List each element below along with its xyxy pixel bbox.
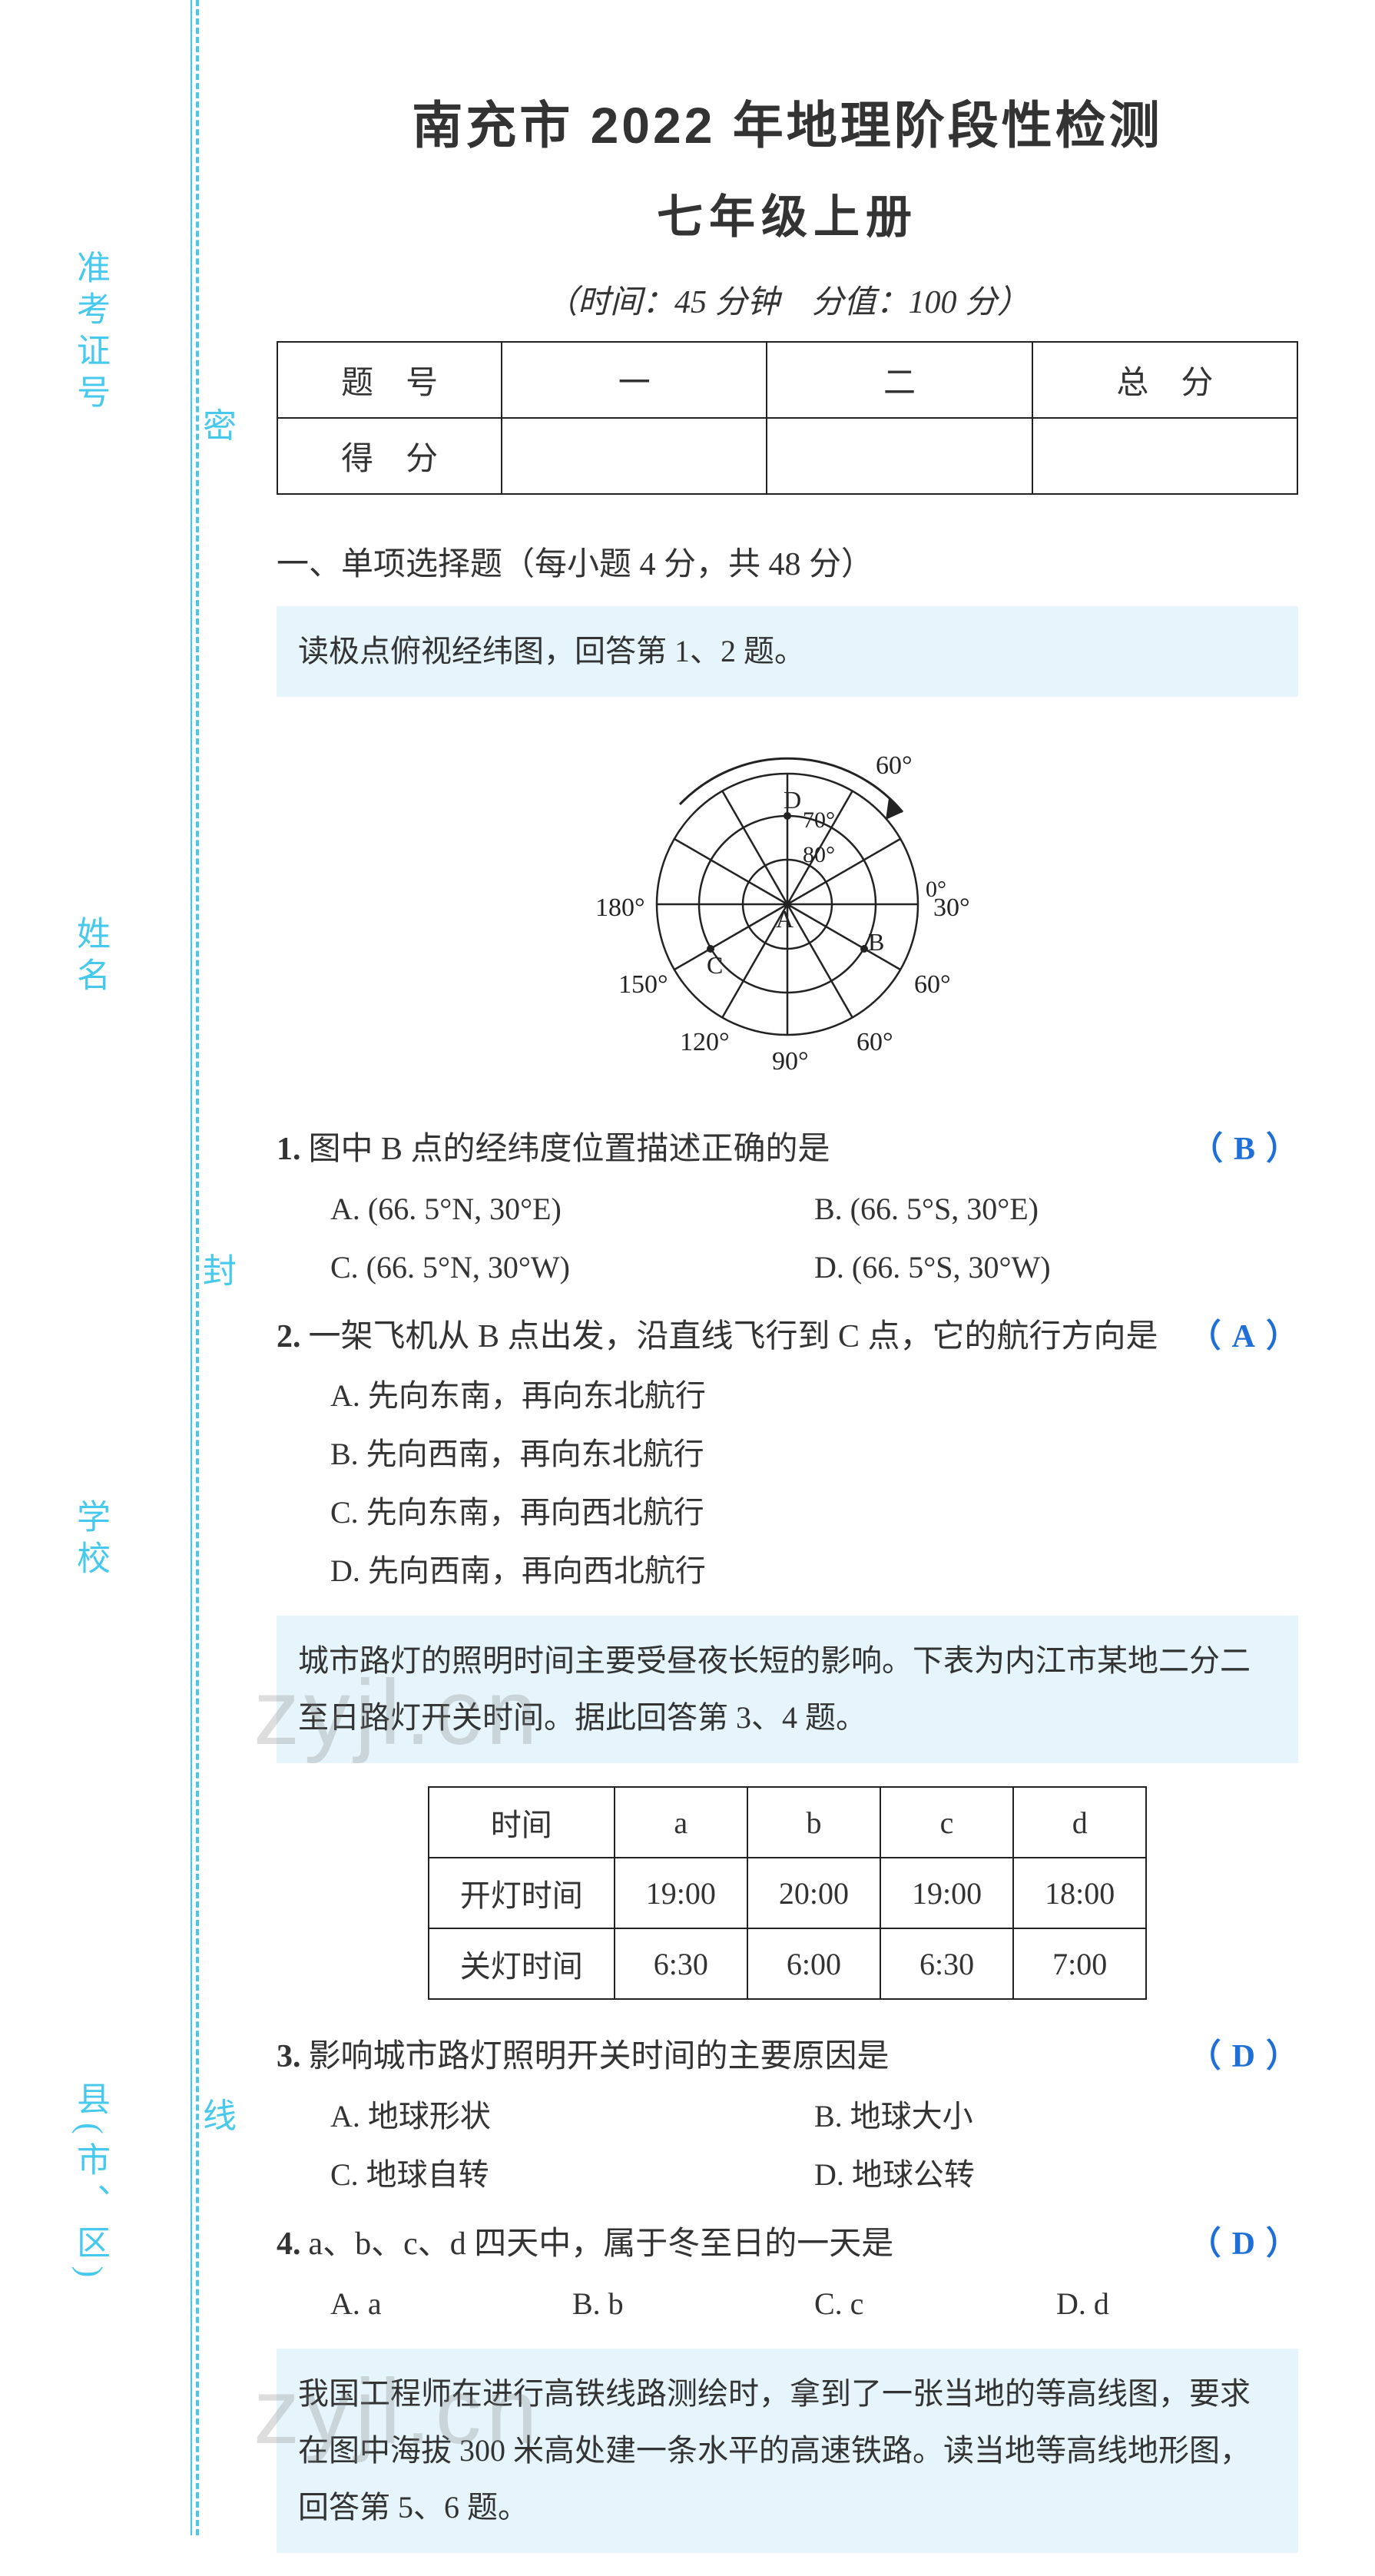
question-2: 2. 一架飞机从 B 点出发，沿直线飞行到 C 点，它的航行方向是 （A） A.… <box>277 1308 1298 1601</box>
globe-diagram: 60° 30° 60° 60° 90° 120° 150° 180° 80° 7… <box>277 720 1298 1092</box>
option-a: A. 地球形状 <box>330 2087 814 2146</box>
question-stem: 一架飞机从 B 点出发，沿直线飞行到 C 点，它的航行方向是 <box>309 1308 1166 1368</box>
table-cell: 关灯时间 <box>429 1928 615 1999</box>
question-number: 1. <box>277 1120 301 1180</box>
answer-marker: （D） <box>1189 2027 1298 2087</box>
question-stem: 影响城市路灯照明开关时间的主要原因是 <box>309 2027 1166 2087</box>
table-cell: c <box>880 1787 1013 1858</box>
svg-text:60°: 60° <box>876 751 913 780</box>
score-cell <box>1032 418 1297 494</box>
question-stem: a、b、c、d 四天中，属于冬至日的一天是 <box>309 2215 1166 2275</box>
table-cell: 19:00 <box>880 1858 1013 1928</box>
table-cell: 6:00 <box>747 1928 880 1999</box>
svg-text:180°: 180° <box>595 893 645 922</box>
table-cell: 19:00 <box>615 1858 747 1928</box>
passage-box: 读极点俯视经纬图，回答第 1、2 题。 <box>277 606 1298 697</box>
seal-column: 密 封 线 <box>200 0 240 2535</box>
svg-text:70°: 70° <box>803 807 835 833</box>
answer-marker: （D） <box>1189 2215 1298 2275</box>
table-cell: 20:00 <box>747 1858 880 1928</box>
page-subtitle: 七年级上册 <box>277 180 1298 247</box>
table-row: 时间 a b c d <box>429 1787 1147 1858</box>
passage-box: 城市路灯的照明时间主要受昼夜长短的影响。下表为内江市某地二分二至日路灯开关时间。… <box>277 1616 1298 1763</box>
exam-meta: （时间：45 分钟 分值：100 分） <box>277 276 1298 323</box>
score-cell: 题 号 <box>277 342 502 418</box>
table-cell: 时间 <box>429 1787 615 1858</box>
svg-text:60°: 60° <box>914 970 951 999</box>
table-cell: 6:30 <box>615 1928 747 1999</box>
question-number: 4. <box>277 2215 301 2275</box>
svg-text:80°: 80° <box>803 842 835 867</box>
table-cell: 6:30 <box>880 1928 1013 1999</box>
binding-label: 准考证号 <box>65 227 114 439</box>
option-a: A. a <box>330 2275 572 2333</box>
binding-labels: 准考证号 姓名 学校 县(市、区) <box>65 0 114 2535</box>
table-cell: 7:00 <box>1013 1928 1146 1999</box>
answer-marker: （A） <box>1189 1308 1298 1368</box>
seal-char: 封 <box>200 1220 240 1315</box>
score-cell <box>767 418 1032 494</box>
option-d: D. d <box>1056 2275 1298 2333</box>
answer-marker: （B） <box>1191 1120 1298 1180</box>
score-cell: 二 <box>767 342 1032 418</box>
svg-text:90°: 90° <box>772 1047 809 1076</box>
question-stem: 图中 B 点的经纬度位置描述正确的是 <box>309 1120 1168 1180</box>
svg-text:0°: 0° <box>926 877 946 902</box>
option-b: B. 地球大小 <box>814 2087 1298 2146</box>
seal-char: 线 <box>200 2065 240 2160</box>
option-b: B. 先向西南，再向东北航行 <box>330 1425 1298 1484</box>
score-cell: 得 分 <box>277 418 502 494</box>
svg-text:D: D <box>784 786 801 814</box>
binding-label: 学校 <box>65 1476 114 1605</box>
score-cell: 总 分 <box>1032 342 1297 418</box>
streetlight-table: 时间 a b c d 开灯时间 19:00 20:00 19:00 18:00 … <box>428 1786 1148 2000</box>
option-d: D. 先向西南，再向西北航行 <box>330 1542 1298 1600</box>
passage-box: 我国工程师在进行高铁线路测绘时，拿到了一张当地的等高线图，要求在图中海拔 300… <box>277 2349 1298 2553</box>
svg-text:150°: 150° <box>618 970 668 999</box>
table-cell: 开灯时间 <box>429 1858 615 1928</box>
svg-text:120°: 120° <box>680 1028 730 1056</box>
table-row: 开灯时间 19:00 20:00 19:00 18:00 <box>429 1858 1147 1928</box>
question-4: 4. a、b、c、d 四天中，属于冬至日的一天是 （D） A. a B. b C… <box>277 2215 1298 2333</box>
page-content: 南充市 2022 年地理阶段性检测 七年级上册 （时间：45 分钟 分值：100… <box>277 85 1298 2576</box>
table-cell: a <box>615 1787 747 1858</box>
svg-text:C: C <box>707 951 723 979</box>
score-table: 题 号 一 二 总 分 得 分 <box>277 341 1298 495</box>
question-1: 1. 图中 B 点的经纬度位置描述正确的是 （B） A. (66. 5°N, 3… <box>277 1120 1298 1297</box>
section-heading: 一、单项选择题（每小题 4 分，共 48 分） <box>277 538 1298 585</box>
svg-text:60°: 60° <box>856 1028 893 1056</box>
option-a: A. 先向东南，再向东北航行 <box>330 1367 1298 1425</box>
option-d: D. (66. 5°S, 30°W) <box>814 1238 1298 1297</box>
question-number: 3. <box>277 2027 301 2087</box>
option-a: A. (66. 5°N, 30°E) <box>330 1180 814 1238</box>
question-3: 3. 影响城市路灯照明开关时间的主要原因是 （D） A. 地球形状 B. 地球大… <box>277 2027 1298 2204</box>
svg-text:A: A <box>776 905 794 933</box>
option-c: C. 地球自转 <box>330 2146 814 2204</box>
option-c: C. 先向东南，再向西北航行 <box>330 1484 1298 1542</box>
score-cell <box>502 418 767 494</box>
option-c: C. c <box>814 2275 1056 2333</box>
option-c: C. (66. 5°N, 30°W) <box>330 1238 814 1297</box>
binding-label: 县(市、区) <box>65 2058 114 2308</box>
table-cell: 18:00 <box>1013 1858 1146 1928</box>
table-row: 关灯时间 6:30 6:00 6:30 7:00 <box>429 1928 1147 1999</box>
seal-char: 密 <box>200 375 240 470</box>
table-row: 题 号 一 二 总 分 <box>277 342 1297 418</box>
question-number: 2. <box>277 1308 301 1368</box>
table-cell: b <box>747 1787 880 1858</box>
option-b: B. b <box>572 2275 814 2333</box>
option-b: B. (66. 5°S, 30°E) <box>814 1180 1298 1238</box>
option-d: D. 地球公转 <box>814 2146 1298 2204</box>
page-title: 南充市 2022 年地理阶段性检测 <box>277 85 1298 158</box>
table-row: 得 分 <box>277 418 1297 494</box>
table-cell: d <box>1013 1787 1146 1858</box>
score-cell: 一 <box>502 342 767 418</box>
binding-label: 姓名 <box>65 893 114 1022</box>
svg-text:B: B <box>868 928 884 956</box>
